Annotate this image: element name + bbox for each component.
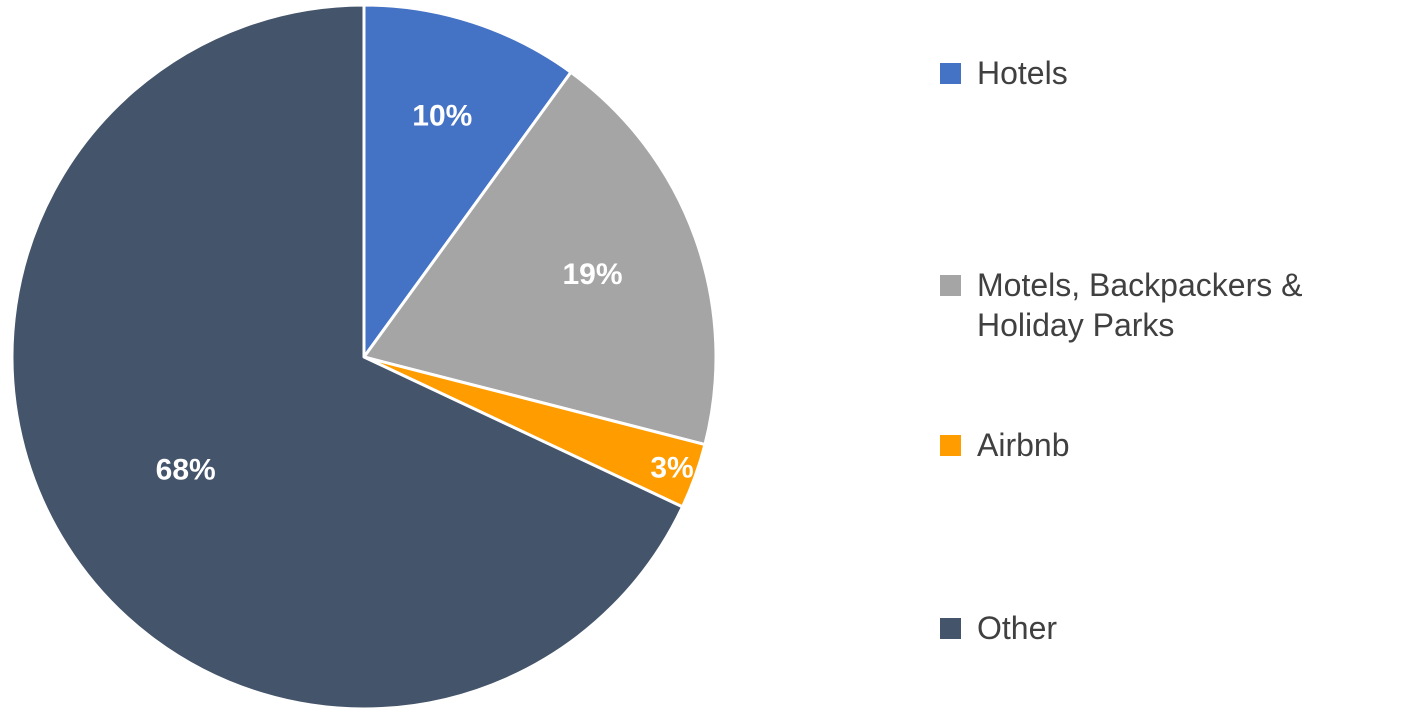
legend-label: Other	[977, 610, 1058, 646]
pie-slice	[362, 3, 573, 359]
legend-label: Hotels	[977, 55, 1068, 91]
data-label: 68%	[156, 454, 216, 487]
legend-label: Airbnb	[977, 427, 1070, 463]
legend-item: Motels, Backpackers & Holiday Parks	[940, 265, 1397, 345]
legend: Hotels Motels, Backpackers & Holiday Park…	[940, 0, 1410, 709]
legend-swatch	[940, 275, 961, 296]
pie-slice	[10, 3, 684, 709]
legend-label: Motels, Backpackers & Holiday Parks	[977, 267, 1303, 343]
legend-swatch	[940, 435, 961, 456]
legend-item: Hotels	[940, 53, 1068, 93]
legend-swatch	[940, 63, 961, 84]
data-label: 10%	[412, 99, 472, 132]
data-label: 3%	[650, 451, 693, 484]
legend-swatch	[940, 618, 961, 639]
legend-item: Airbnb	[940, 425, 1070, 465]
pie-slice	[362, 70, 718, 447]
data-label: 19%	[562, 258, 622, 291]
pie-area: 10% 19% 3% 68%	[10, 3, 718, 709]
legend-item: Other	[940, 608, 1057, 648]
